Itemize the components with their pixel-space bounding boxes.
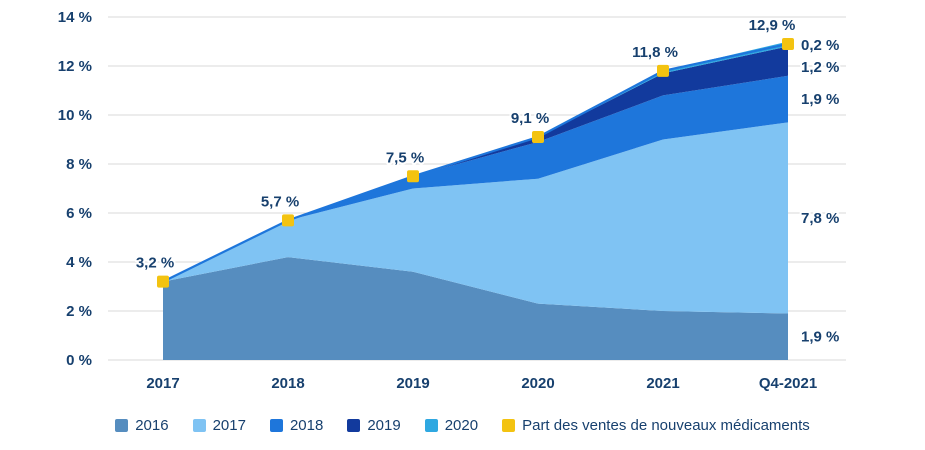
- total-marker-square: [532, 131, 544, 144]
- legend-item-part-des-ventes-de-nouveaux-m-dicaments: Part des ventes de nouveaux médicaments: [502, 417, 810, 434]
- right-segment-label: 0,2 %: [801, 37, 839, 54]
- legend-item-2020: 2020: [424, 416, 479, 434]
- legend-label: 2019: [367, 416, 401, 434]
- legend-swatch: [424, 418, 438, 432]
- legend-swatch: [115, 418, 129, 432]
- y-tick-label: 8 %: [66, 156, 92, 173]
- chart-legend: 2016 2017 2018 2019 2020 Part des ventes…: [0, 406, 925, 444]
- right-segment-label: 1,2 %: [801, 59, 839, 76]
- x-tick-label: 2018: [271, 375, 304, 392]
- y-tick-label: 6 %: [66, 205, 92, 222]
- right-segment-label: 1,9 %: [801, 329, 839, 346]
- legend-swatch: [502, 418, 516, 432]
- y-tick-label: 14 %: [58, 9, 92, 26]
- legend-swatch: [347, 418, 361, 432]
- area-2016: [163, 257, 788, 360]
- right-segment-label: 7,8 %: [801, 210, 839, 227]
- legend-label: 2020: [444, 416, 479, 434]
- x-tick-label: 2019: [396, 375, 429, 392]
- area-2018: [163, 75, 788, 282]
- point-label: 12,9 %: [749, 17, 796, 34]
- y-tick-label: 10 %: [58, 107, 92, 124]
- legend-label: Part des ventes de nouveaux médicaments: [522, 416, 810, 434]
- legend-label: 2018: [289, 416, 324, 434]
- point-label: 9,1 %: [511, 110, 549, 127]
- total-marker-square: [282, 214, 294, 227]
- total-line: [162, 42, 789, 283]
- legend-item-2018: 2018: [269, 416, 324, 434]
- total-marker-square: [657, 64, 669, 77]
- legend-item-2017: 2017: [192, 416, 246, 434]
- legend-label: 2017: [212, 416, 246, 434]
- x-tick-label: 2020: [521, 375, 554, 392]
- area-2019: [163, 46, 788, 282]
- y-tick-label: 12 %: [58, 58, 92, 75]
- legend-item-2019: 2019: [347, 416, 401, 434]
- total-marker-square: [407, 170, 419, 183]
- legend-item-2016: 2016: [115, 416, 169, 434]
- total-marker-square: [782, 37, 794, 50]
- y-tick-label: 0 %: [66, 352, 92, 369]
- y-tick-label: 4 %: [66, 254, 92, 271]
- point-label: 3,2 %: [136, 255, 174, 272]
- x-tick-label: 2021: [646, 375, 679, 392]
- point-label: 5,7 %: [261, 193, 299, 210]
- y-tick-label: 2 %: [66, 303, 92, 320]
- legend-label: 2016: [135, 416, 169, 434]
- point-label: 7,5 %: [386, 149, 424, 166]
- x-tick-label: Q4-2021: [759, 375, 817, 392]
- stacked-area-chart: 0 % 2 % 4 % 6 % 8 % 10 % 12 % 14 % 3,2 % 5,7 % 7,5…: [58, 9, 846, 392]
- area-2017: [163, 122, 788, 314]
- point-label: 11,8 %: [632, 44, 678, 61]
- x-tick-label: 2017: [146, 375, 179, 392]
- legend-swatch: [269, 418, 283, 432]
- legend-swatch: [192, 418, 206, 432]
- total-marker-square: [157, 275, 169, 288]
- right-segment-label: 1,9 %: [801, 91, 839, 108]
